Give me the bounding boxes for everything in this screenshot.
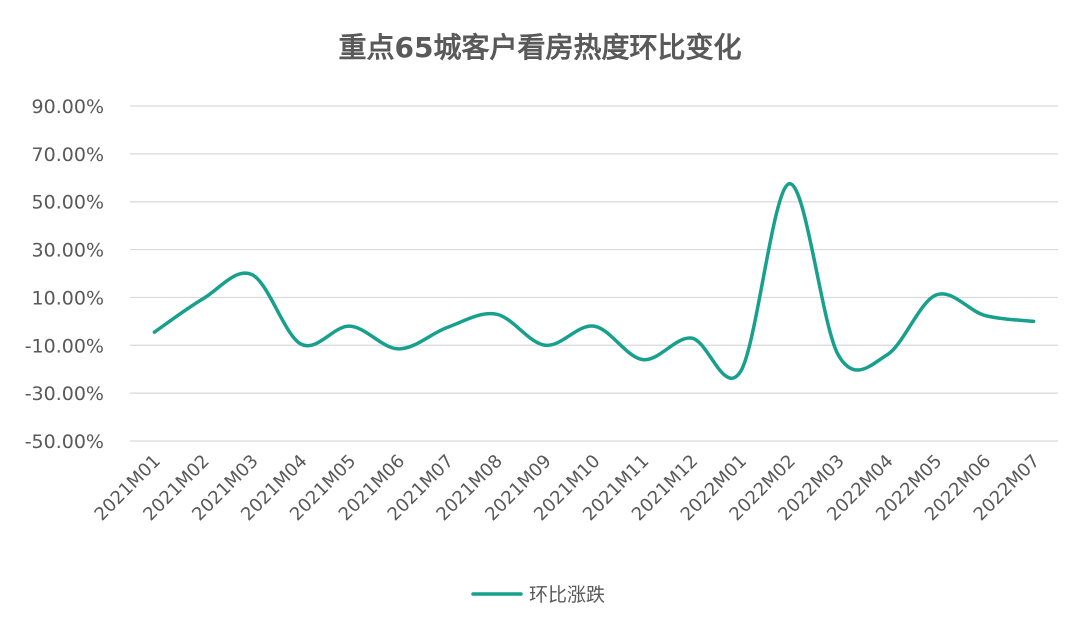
gridlines [130,105,1058,442]
chart-title: 重点65城客户看房热度环比变化 [339,31,742,64]
y-tick-label: 30.00% [32,240,104,262]
legend-label: 环比涨跌 [529,584,605,606]
y-tick-label: -50.00% [25,431,104,453]
series-line [152,182,1036,380]
series-layer [152,182,1036,380]
y-tick-label: 50.00% [32,192,104,214]
x-axis-ticks: 2021M012021M022021M032021M042021M052021M… [91,451,1045,525]
y-axis-ticks: 90.00% 70.00% 50.00% 30.00% 10.00% -10.00% -30… [25,96,104,453]
y-tick-label: 10.00% [32,287,104,309]
y-tick-label: -30.00% [25,383,104,405]
y-tick-label: 70.00% [32,144,104,166]
y-tick-label: 90.00% [32,96,104,118]
y-tick-label: -10.00% [25,335,104,357]
legend: 环比涨跌 [471,584,605,606]
